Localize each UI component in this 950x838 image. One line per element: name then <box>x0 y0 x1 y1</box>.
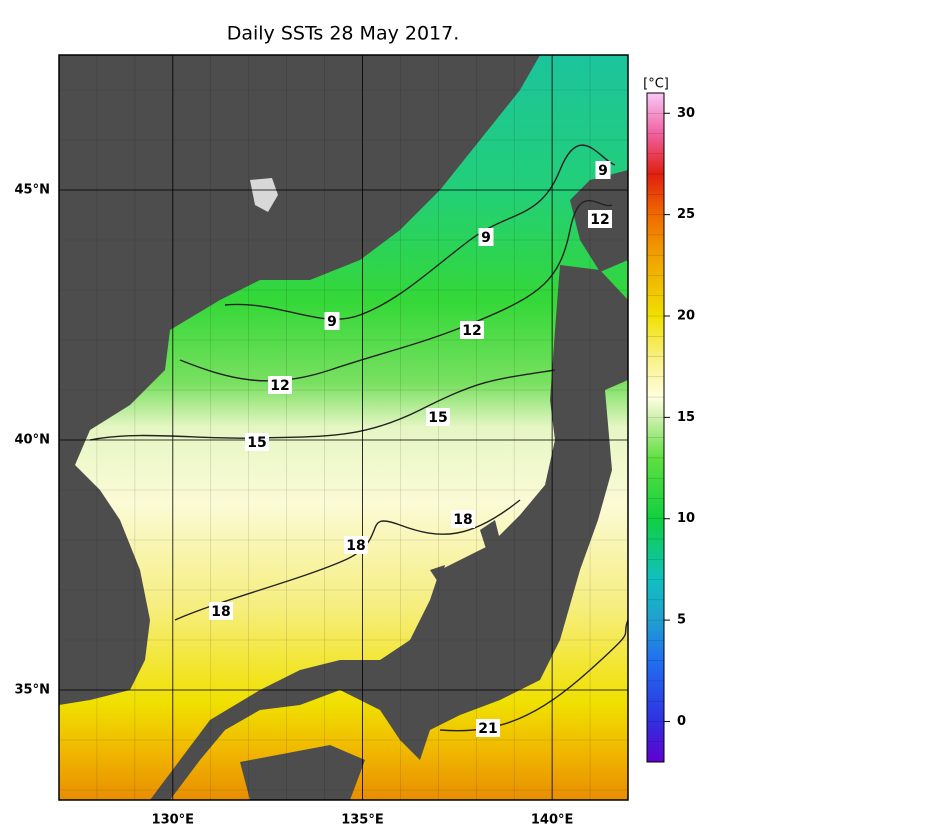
colorbar-tick-label: 10 <box>677 511 695 526</box>
contour-label: 9 <box>481 230 491 246</box>
contour-label-box <box>426 408 450 426</box>
colorbar <box>646 92 665 763</box>
contour-label-box <box>478 228 494 246</box>
colorbar-tick-label: 25 <box>677 207 695 222</box>
contour-label: 12 <box>462 323 481 339</box>
lake <box>250 178 278 212</box>
x-tick-label: 140°E <box>531 813 574 828</box>
contour-label: 18 <box>453 512 472 528</box>
colorbar-tick-label: 5 <box>677 613 686 628</box>
colorbar-unit: [°C] <box>643 77 669 92</box>
contour-label: 21 <box>478 721 497 737</box>
contour-label-box <box>595 161 611 179</box>
honshu <box>150 265 628 800</box>
contour-label: 18 <box>346 538 365 554</box>
map <box>59 55 628 800</box>
y-tick-label: 35°N <box>15 683 50 698</box>
graticule <box>59 55 628 800</box>
contour-label-box <box>324 312 340 330</box>
x-tick-label: 130°E <box>152 813 195 828</box>
contour-label: 15 <box>247 435 266 451</box>
continent <box>59 55 540 705</box>
colorbar-tick-label: 0 <box>677 714 686 729</box>
contour-label: 15 <box>428 410 447 426</box>
shikoku <box>240 745 365 800</box>
contour-label-box <box>588 210 612 228</box>
y-tick-label: 40°N <box>15 433 50 448</box>
colorbar-tick-label: 30 <box>677 106 695 121</box>
x-tick-label: 135°E <box>341 813 384 828</box>
islands <box>430 520 500 585</box>
land <box>59 55 628 800</box>
contour-label-box <box>268 376 292 394</box>
contour-label-box <box>460 321 484 339</box>
contour-label: 9 <box>327 314 337 330</box>
contour-label: 12 <box>590 212 609 228</box>
colorbar-tick-label: 15 <box>677 410 695 425</box>
contour-label-box <box>476 719 500 737</box>
map-frame <box>58 54 629 801</box>
contour-label-box <box>245 433 269 451</box>
colorbar-tick-label: 20 <box>677 309 695 324</box>
contour-label-box <box>209 602 233 620</box>
contour-label: 9 <box>598 163 608 179</box>
contour-label: 12 <box>270 378 289 394</box>
contour-label: 18 <box>211 604 230 620</box>
contour-label-box <box>451 510 475 528</box>
y-tick-label: 45°N <box>15 183 50 198</box>
contour-label-box <box>344 536 368 554</box>
title: Daily SSTs 28 May 2017. <box>227 23 460 45</box>
